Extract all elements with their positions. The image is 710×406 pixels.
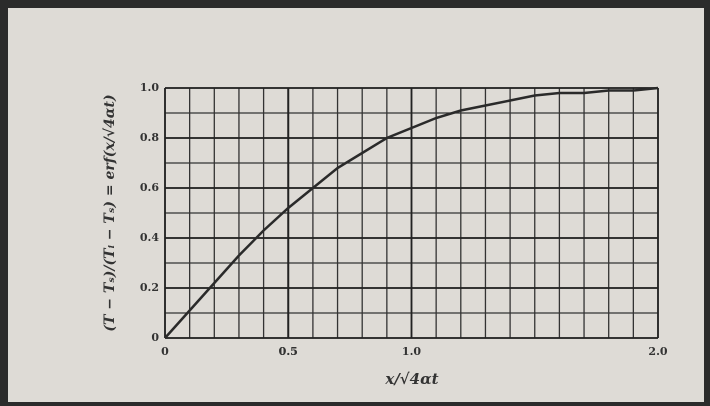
- data-line: [164, 86, 659, 339]
- y-tick-label: 0.6: [140, 181, 159, 194]
- x-tick-label: 0.5: [279, 345, 298, 358]
- x-tick-label: 1.0: [402, 345, 421, 358]
- x-tick-label: 2.0: [648, 345, 667, 358]
- y-tick-label: 0: [151, 331, 159, 344]
- y-tick-label: 0.2: [140, 281, 159, 294]
- paper: [8, 8, 704, 402]
- y-tick-label: 0.8: [140, 131, 159, 144]
- y-tick-label: 1.0: [140, 81, 159, 94]
- y-axis-label: (T − Tₛ)/(Tᵢ − Tₛ) = erf(x/√4αt): [102, 94, 118, 331]
- x-tick-label: 0: [161, 345, 169, 358]
- x-tick-label: 0.5: [279, 345, 298, 358]
- x-axis-label: x/√4αt: [384, 370, 438, 388]
- y-tick-label: 0.4: [140, 231, 159, 244]
